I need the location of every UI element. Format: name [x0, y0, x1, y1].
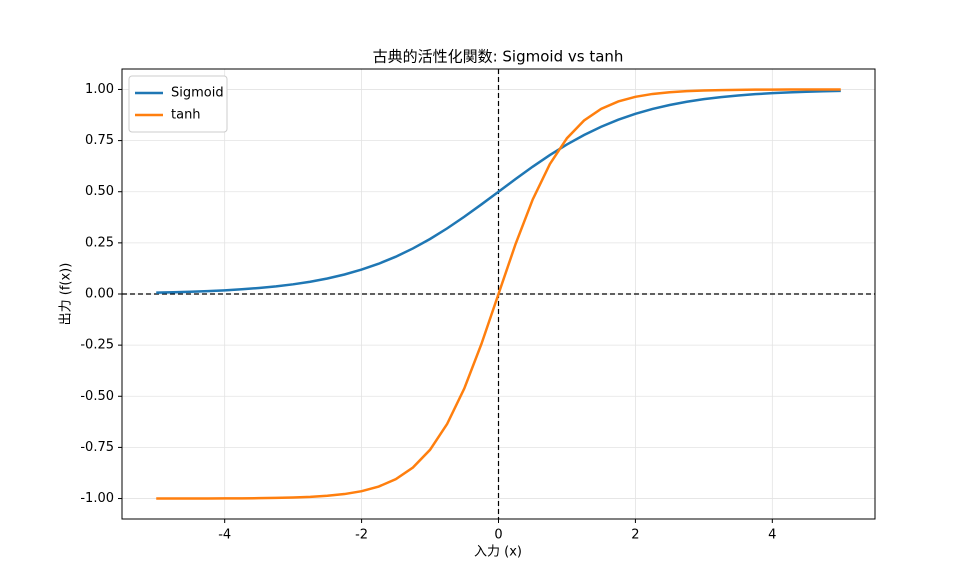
y-tick-label: 0.75 [85, 133, 114, 148]
y-tick-label: -1.00 [80, 491, 114, 506]
series-line [156, 89, 841, 294]
y-axis-label: 出力 (f(x)) [59, 263, 74, 326]
y-tick-label: -0.50 [80, 389, 114, 404]
y-tick-label: 0.00 [85, 287, 114, 302]
series-line [156, 88, 841, 500]
legend-label: Sigmoid [171, 86, 224, 101]
y-tick-label: 0.50 [85, 184, 114, 199]
x-tick-label: 4 [768, 528, 776, 543]
x-tick-label: 2 [631, 528, 639, 543]
legend-box [128, 75, 228, 133]
x-axis-label: 入力 (x) [474, 545, 522, 560]
y-tick-label: -0.25 [80, 338, 114, 353]
x-tick-label: 0 [494, 528, 502, 543]
y-tick-label: -0.75 [80, 440, 114, 455]
legend-label: tanh [171, 108, 201, 123]
x-tick-label: -2 [355, 528, 368, 543]
y-tick-label: 1.00 [85, 82, 114, 97]
y-tick-label: 0.25 [85, 235, 114, 250]
x-tick-label: -4 [218, 528, 231, 543]
plot-frame [121, 68, 876, 520]
chart-title: 古典的活性化関数: Sigmoid vs tanh [373, 48, 624, 66]
